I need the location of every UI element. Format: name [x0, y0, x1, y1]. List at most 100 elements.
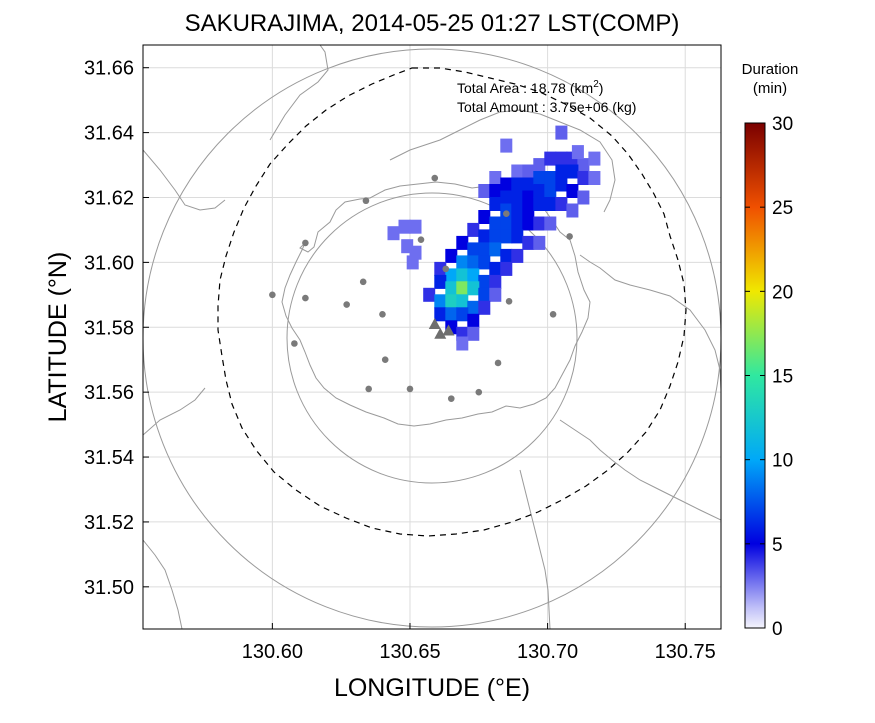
ash-cell [467, 281, 480, 296]
ash-cell [409, 219, 422, 234]
station-marker [291, 340, 298, 347]
ash-cell [489, 274, 502, 289]
coast-west-bay [143, 149, 226, 211]
gridlines [143, 45, 721, 629]
ash-cell [577, 171, 590, 185]
mainland-coast-east [579, 254, 721, 391]
ash-cell [544, 197, 557, 211]
y-tick-label: 31.64 [84, 123, 134, 145]
range-ring-outer [143, 48, 721, 628]
ash-cell [434, 307, 447, 322]
ash-cell [478, 287, 491, 302]
ash-cell [533, 216, 546, 231]
ash-cell [478, 255, 491, 270]
ash-cell [478, 242, 491, 257]
ash-cell [456, 336, 469, 351]
ash-cell [456, 268, 469, 283]
radar-coverage-boundary [217, 67, 687, 537]
ash-cell [522, 235, 535, 250]
ash-cell [500, 190, 513, 205]
y-axis-label: LATITUDE (°N) [44, 252, 72, 423]
ash-cell [522, 203, 535, 218]
ash-cell [456, 294, 469, 309]
ash-cell [511, 164, 524, 179]
y-tick-label: 31.66 [84, 58, 134, 80]
station-marker [475, 388, 483, 396]
ash-cell [500, 138, 513, 153]
ash-cell [577, 190, 590, 205]
ash-duration-cells [387, 125, 601, 351]
colorbar-tick-label: 25 [772, 198, 793, 219]
ash-cell [522, 177, 535, 192]
ash-cell [434, 294, 447, 309]
ash-cell [423, 287, 436, 302]
colorbar-ticks: 0 5 10 15 20 25 30 [745, 114, 793, 640]
sakurajima-coast [281, 181, 591, 427]
range-rings [143, 48, 721, 628]
ash-cell [445, 248, 458, 263]
ash-cell [489, 197, 502, 211]
ash-cell [489, 171, 502, 185]
ash-cell [544, 184, 557, 198]
ash-cell [478, 300, 491, 315]
vent-marker [428, 318, 441, 330]
ash-cell [555, 177, 568, 192]
x-axis-label: LONGITUDE (°E) [334, 674, 530, 702]
ash-cell [467, 242, 480, 257]
station-marker [442, 265, 450, 273]
colorbar-title-line2: (min) [753, 80, 787, 97]
ash-cell [566, 184, 579, 198]
ash-cell [555, 151, 568, 166]
y-tick-label: 31.60 [84, 252, 134, 274]
ash-cell [533, 171, 546, 185]
station-marker [302, 239, 309, 247]
ash-cell [478, 274, 491, 289]
x-tick-label: 130.70 [517, 641, 578, 663]
station-marker [566, 233, 573, 240]
ash-cell [445, 268, 458, 283]
ash-cell [489, 287, 502, 302]
ash-cell [478, 210, 491, 224]
station-marker [379, 310, 386, 318]
ash-cell [533, 197, 546, 211]
ash-cell [489, 216, 502, 231]
y-tick-label: 31.54 [84, 447, 134, 469]
ash-cell [511, 203, 524, 218]
station-marker [362, 197, 370, 205]
station-marker [406, 385, 414, 393]
kagoshima-coast-west [143, 387, 206, 436]
colorbar-title-line1: Duration [742, 61, 799, 78]
ash-cell [500, 248, 513, 263]
x-tick-label: 130.75 [655, 641, 716, 663]
y-tick-label: 31.58 [84, 317, 134, 339]
vent-markers [428, 318, 455, 339]
coastline [143, 45, 721, 629]
ash-cell [467, 326, 480, 341]
ash-cell [456, 281, 469, 296]
ash-cell [398, 219, 411, 234]
ash-cell [511, 177, 524, 192]
total-area-annotation: Total Area : 18.78 (km2) [457, 79, 603, 96]
ash-cell [445, 281, 458, 296]
ash-cell [533, 235, 546, 250]
station-marker [359, 278, 367, 286]
y-tick-label: 31.62 [84, 187, 134, 209]
ash-cell [489, 184, 502, 198]
station-marker [417, 236, 425, 243]
ash-cell [533, 158, 546, 173]
ash-cell [478, 184, 491, 198]
ash-cell [571, 145, 584, 160]
ash-cell [387, 226, 400, 241]
ash-cell [544, 216, 557, 231]
ash-cell [467, 300, 480, 315]
ash-cell [522, 216, 535, 231]
plot-area [142, 44, 722, 630]
ash-cell [511, 190, 524, 205]
x-tick-label: 130.60 [242, 641, 303, 663]
range-ring-inner [286, 192, 578, 484]
coast-sw [143, 539, 183, 629]
colorbar-tick-label: 15 [772, 367, 793, 388]
ash-cell [434, 261, 447, 276]
y-axis-ticks: 31.50 31.52 31.54 31.56 31.58 31.60 31.62 31.64… [84, 58, 149, 599]
ash-cell [544, 151, 557, 166]
